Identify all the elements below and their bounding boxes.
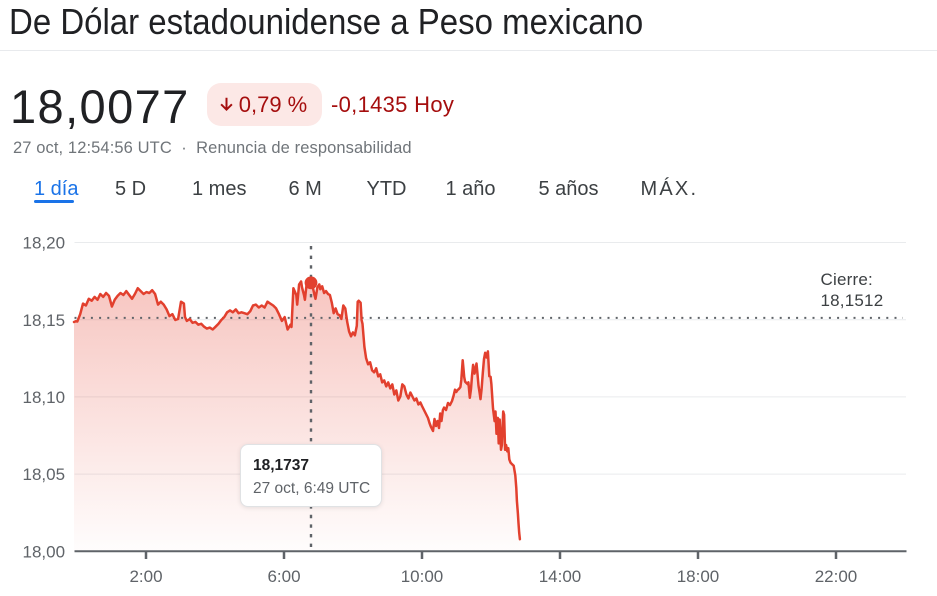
svg-text:18,05: 18,05: [23, 465, 66, 484]
svg-text:6:00: 6:00: [267, 567, 300, 586]
svg-text:10:00: 10:00: [401, 567, 444, 586]
svg-text:18:00: 18:00: [677, 567, 720, 586]
svg-text:18,10: 18,10: [23, 388, 66, 407]
svg-text:14:00: 14:00: [539, 567, 582, 586]
svg-text:22:00: 22:00: [815, 567, 858, 586]
svg-text:18,00: 18,00: [23, 542, 66, 561]
svg-text:18,15: 18,15: [23, 311, 66, 330]
svg-text:2:00: 2:00: [129, 567, 162, 586]
svg-text:18,20: 18,20: [23, 234, 66, 253]
